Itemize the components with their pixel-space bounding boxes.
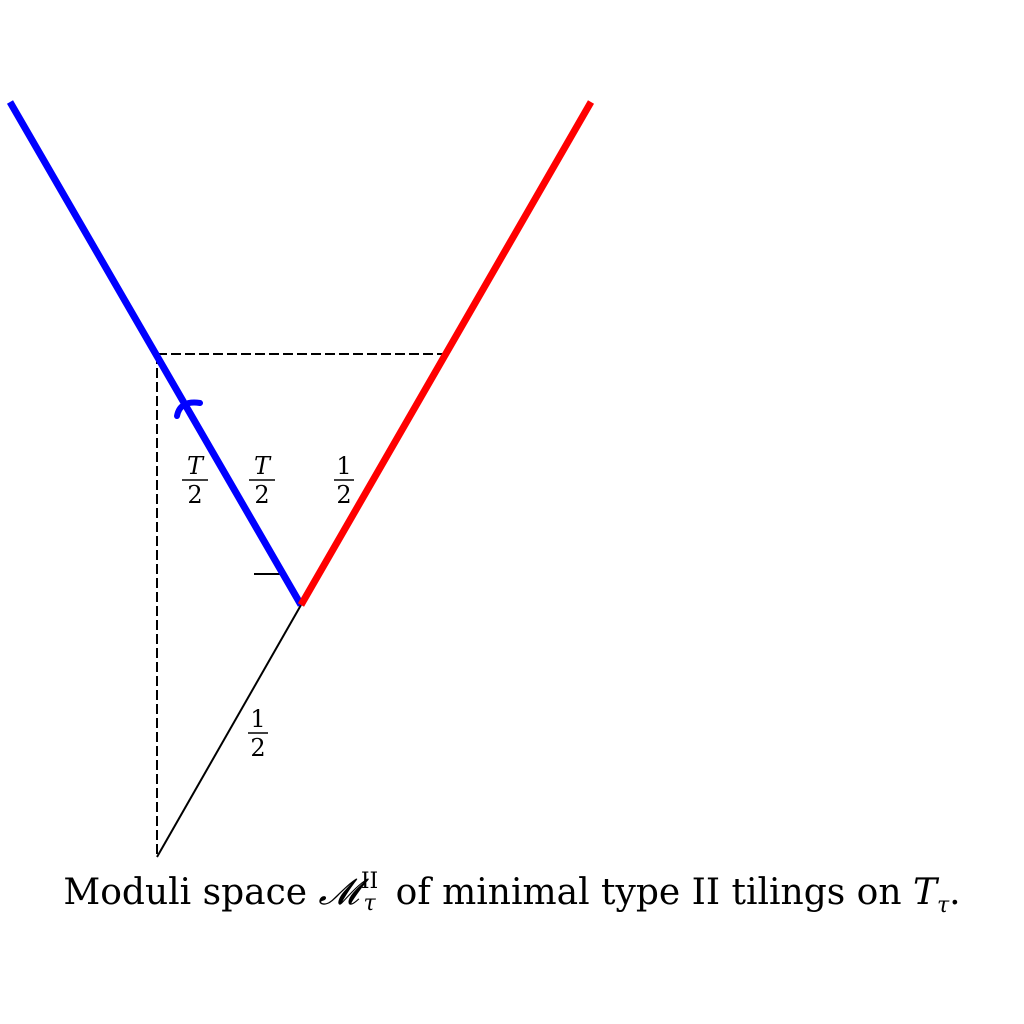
label-t-half-right-num: T: [254, 452, 272, 480]
caption-suffix: .: [949, 872, 961, 913]
red-edge: [297, 100, 595, 607]
label-half-lower: 1 2: [248, 705, 268, 762]
label-half-red-den: 2: [336, 481, 351, 509]
label-t-half-left-den: 2: [187, 481, 202, 509]
caption-moduli-sup: II: [360, 869, 379, 894]
label-t-half-right-den: 2: [254, 481, 269, 509]
label-half-red-num: 1: [336, 452, 351, 480]
label-t-half-right: T 2: [249, 452, 275, 509]
label-half-lower-num: 1: [250, 705, 265, 733]
caption-prefix: Moduli space: [63, 872, 319, 913]
label-half-lower-den: 2: [250, 734, 265, 762]
lower-diagonal-edge: [156, 604, 302, 858]
caption-moduli-scripts: II τ: [361, 871, 378, 915]
label-t-half-left-num: T: [187, 452, 205, 480]
caption-torus-sub: τ: [936, 893, 950, 919]
label-half-red: 1 2: [334, 452, 354, 509]
caption-moduli-sub: τ: [363, 891, 376, 916]
caption-torus: T: [912, 872, 937, 913]
label-t-half-left: T 2: [182, 452, 208, 509]
caption-moduli-symbol: 𝓜: [318, 872, 359, 913]
figure-caption: Moduli space 𝓜 II τ of minimal type II til…: [0, 871, 1024, 919]
caption-middle: of minimal type II tilings on: [384, 872, 913, 913]
blue-arrow-icon: [174, 399, 203, 419]
blue-edge: [6, 100, 305, 607]
